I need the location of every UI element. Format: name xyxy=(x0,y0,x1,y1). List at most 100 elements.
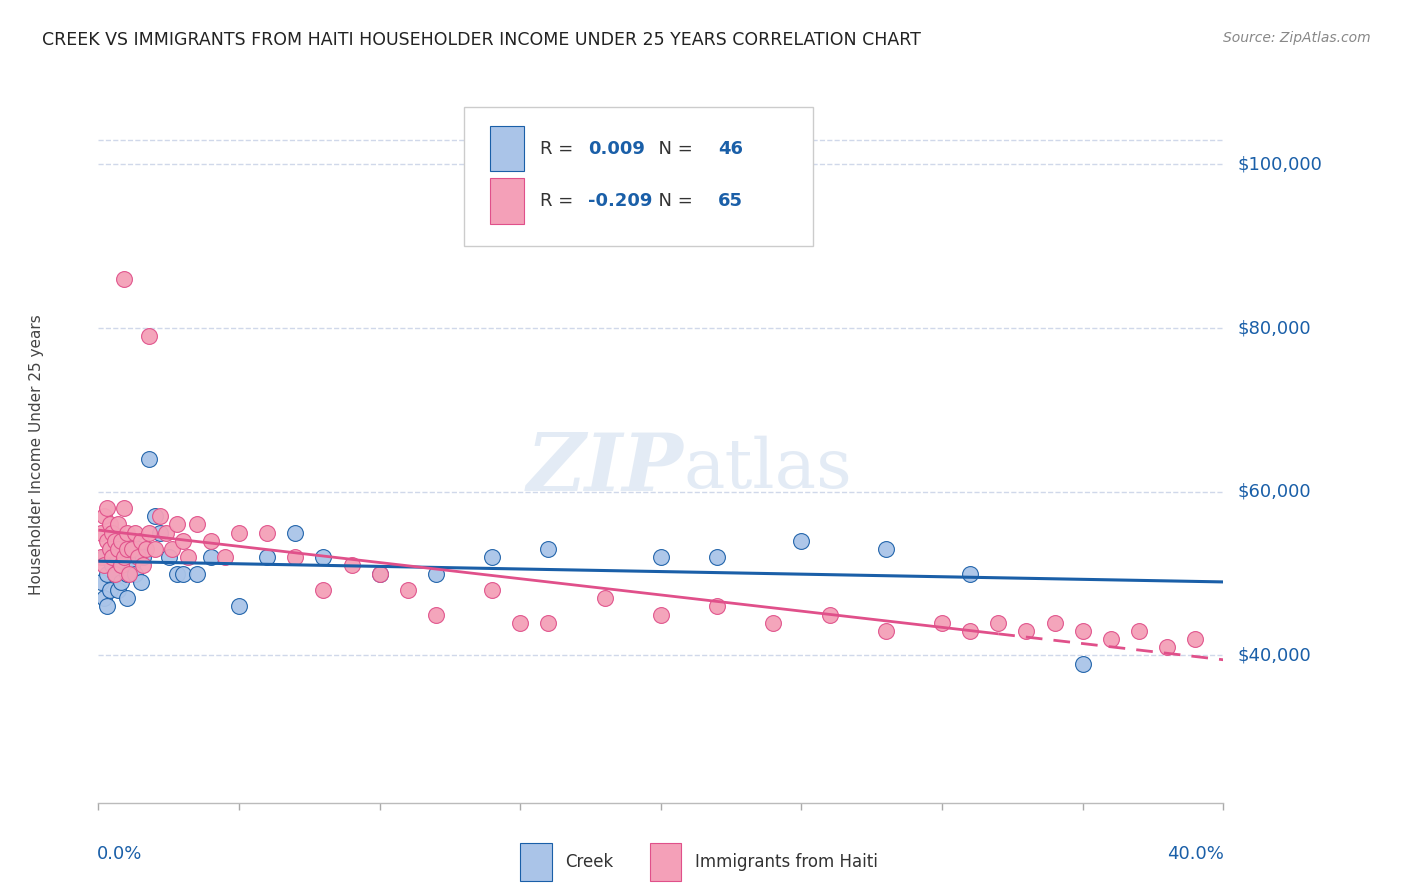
Point xyxy=(186,566,208,581)
Point xyxy=(93,591,115,606)
Point xyxy=(1099,632,1122,646)
Point xyxy=(959,566,981,581)
Point xyxy=(101,525,124,540)
Point xyxy=(104,566,127,581)
Point xyxy=(284,550,307,565)
Point xyxy=(93,550,115,565)
Point xyxy=(90,525,112,540)
Point xyxy=(1071,657,1094,671)
Point xyxy=(650,550,672,565)
Text: R =: R = xyxy=(540,192,579,210)
Point xyxy=(132,550,155,565)
Point xyxy=(143,542,166,557)
Point xyxy=(706,599,728,614)
Point xyxy=(115,591,138,606)
Text: 40.0%: 40.0% xyxy=(1167,845,1225,863)
Point xyxy=(509,615,531,630)
Point xyxy=(124,566,146,581)
Point xyxy=(112,533,135,548)
Point xyxy=(118,566,141,581)
Point xyxy=(121,558,143,573)
Point xyxy=(228,599,250,614)
Point xyxy=(135,542,157,557)
Point xyxy=(149,525,172,540)
Bar xyxy=(489,126,523,171)
Point xyxy=(256,525,278,540)
Point xyxy=(104,566,127,581)
Point xyxy=(96,566,118,581)
Text: 0.009: 0.009 xyxy=(588,140,644,158)
Point xyxy=(115,525,138,540)
Point xyxy=(166,517,188,532)
Point xyxy=(1128,624,1150,638)
Text: CREEK VS IMMIGRANTS FROM HAITI HOUSEHOLDER INCOME UNDER 25 YEARS CORRELATION CHA: CREEK VS IMMIGRANTS FROM HAITI HOUSEHOLD… xyxy=(42,31,921,49)
Point xyxy=(340,558,363,573)
Point xyxy=(101,550,124,565)
Text: Creek: Creek xyxy=(565,853,613,871)
Point xyxy=(256,550,278,565)
Text: $100,000: $100,000 xyxy=(1237,155,1322,173)
Point xyxy=(1184,632,1206,646)
Point xyxy=(1071,624,1094,638)
Point xyxy=(110,533,132,548)
Point xyxy=(98,542,121,557)
Point xyxy=(172,533,194,548)
Text: R =: R = xyxy=(540,140,579,158)
Point xyxy=(214,550,236,565)
Point xyxy=(368,566,391,581)
Point xyxy=(706,550,728,565)
Point xyxy=(110,558,132,573)
Point xyxy=(96,533,118,548)
Point xyxy=(959,624,981,638)
Point xyxy=(790,533,813,548)
Point xyxy=(481,550,503,565)
Point xyxy=(107,542,129,557)
Point xyxy=(149,509,172,524)
Point xyxy=(200,533,222,548)
Point xyxy=(166,566,188,581)
Point xyxy=(425,566,447,581)
Point xyxy=(875,624,897,638)
Point xyxy=(127,542,149,557)
Point xyxy=(155,525,177,540)
Point xyxy=(110,574,132,589)
Text: 65: 65 xyxy=(718,192,744,210)
Point xyxy=(160,542,183,557)
Point xyxy=(396,582,419,597)
Text: ZIP: ZIP xyxy=(526,430,683,508)
Point xyxy=(157,550,180,565)
Point xyxy=(200,550,222,565)
Text: N =: N = xyxy=(647,192,699,210)
Point xyxy=(132,558,155,573)
Point xyxy=(101,558,124,573)
Point xyxy=(104,533,127,548)
Point xyxy=(537,542,560,557)
Point xyxy=(875,542,897,557)
Point xyxy=(762,615,785,630)
Bar xyxy=(650,843,681,881)
Point xyxy=(129,533,152,548)
Bar xyxy=(520,843,551,881)
Point xyxy=(177,550,200,565)
Text: atlas: atlas xyxy=(683,435,852,502)
Point xyxy=(987,615,1010,630)
Text: N =: N = xyxy=(647,140,699,158)
Point xyxy=(90,550,112,565)
Point xyxy=(96,501,118,516)
Point xyxy=(98,582,121,597)
Point xyxy=(129,574,152,589)
Point xyxy=(98,517,121,532)
Point xyxy=(93,558,115,573)
Point xyxy=(425,607,447,622)
Point xyxy=(186,517,208,532)
Point xyxy=(115,566,138,581)
FancyBboxPatch shape xyxy=(464,107,813,246)
Text: Immigrants from Haiti: Immigrants from Haiti xyxy=(695,853,877,871)
Point xyxy=(107,517,129,532)
Point xyxy=(312,550,335,565)
Point xyxy=(368,566,391,581)
Point xyxy=(138,329,160,343)
Text: 0.0%: 0.0% xyxy=(97,845,142,863)
Point xyxy=(1015,624,1038,638)
Bar xyxy=(489,178,523,224)
